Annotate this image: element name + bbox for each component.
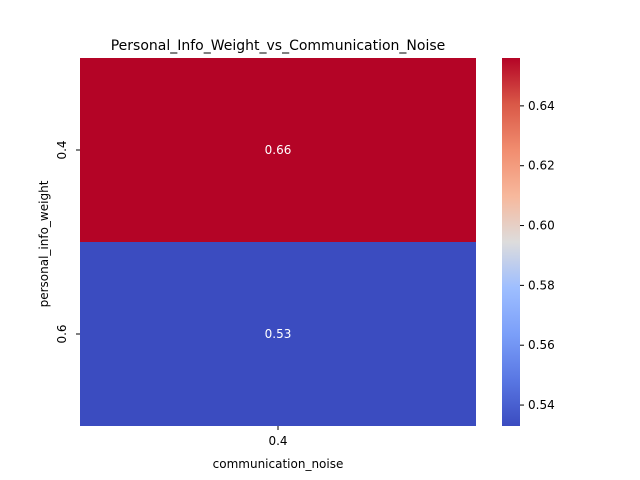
colorbar-tick-label: 0.56: [528, 338, 555, 352]
colorbar: [502, 58, 520, 426]
heatmap-cells: 0.66 0.53: [80, 58, 476, 426]
y-tick-label: 0.4: [55, 140, 69, 159]
x-axis-label: communication_noise: [213, 457, 344, 471]
y-axis-label: personal_info_weight: [37, 180, 51, 307]
cell-value-label: 0.66: [265, 143, 292, 157]
heatmap-cell: [80, 58, 476, 242]
y-tick-label: 0.6: [55, 324, 69, 343]
colorbar-tick-label: 0.60: [528, 219, 555, 233]
colorbar-tick-label: 0.64: [528, 99, 555, 113]
colorbar-tick-label: 0.58: [528, 278, 555, 292]
colorbar-tick-label: 0.54: [528, 398, 555, 412]
colorbar-ticks: 0.54 0.56 0.58 0.60 0.62 0.64: [520, 99, 555, 412]
heatmap-cell: [80, 242, 476, 426]
x-tick-label: 0.4: [268, 434, 287, 448]
x-tick-labels: 0.4: [268, 426, 288, 448]
y-tick-labels: 0.4 0.6: [55, 140, 80, 344]
cell-value-label: 0.53: [265, 327, 292, 341]
colorbar-tick-label: 0.62: [528, 159, 555, 173]
chart-title: Personal_Info_Weight_vs_Communication_No…: [111, 38, 446, 54]
